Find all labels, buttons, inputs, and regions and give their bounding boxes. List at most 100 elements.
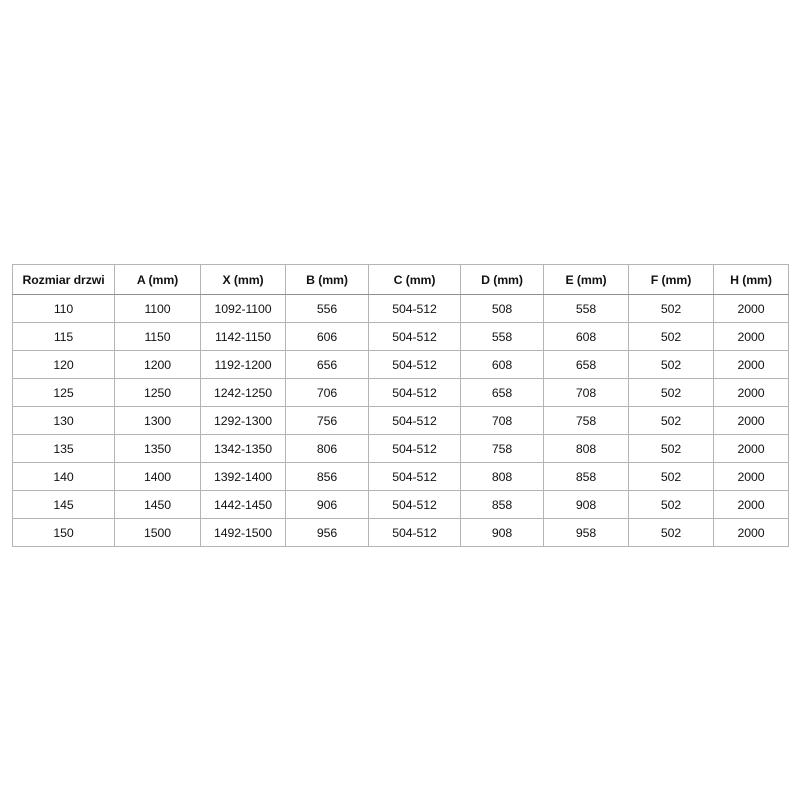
cell-b: 706 — [285, 378, 369, 407]
column-header-a: A (mm) — [114, 264, 201, 295]
cell-d: 558 — [460, 322, 544, 351]
cell-d: 758 — [460, 434, 544, 463]
cell-d: 508 — [460, 294, 544, 323]
cell-f: 502 — [628, 406, 714, 435]
cell-a: 1100 — [114, 294, 201, 323]
cell-b: 856 — [285, 462, 369, 491]
cell-h: 2000 — [713, 490, 789, 519]
cell-f: 502 — [628, 350, 714, 379]
cell-e: 958 — [543, 518, 629, 547]
cell-size: 110 — [12, 294, 115, 323]
cell-size: 140 — [12, 462, 115, 491]
table-header: Rozmiar drzwi A (mm) X (mm) B (mm) C (mm… — [12, 264, 789, 295]
cell-b: 656 — [285, 350, 369, 379]
cell-c: 504-512 — [368, 350, 461, 379]
cell-c: 504-512 — [368, 490, 461, 519]
cell-e: 658 — [543, 350, 629, 379]
cell-a: 1350 — [114, 434, 201, 463]
cell-f: 502 — [628, 518, 714, 547]
cell-d: 908 — [460, 518, 544, 547]
cell-x: 1192-1200 — [200, 350, 286, 379]
column-header-size: Rozmiar drzwi — [12, 264, 115, 295]
cell-b: 556 — [285, 294, 369, 323]
cell-a: 1250 — [114, 378, 201, 407]
cell-e: 608 — [543, 322, 629, 351]
cell-x: 1242-1250 — [200, 378, 286, 407]
table-row: 120 1200 1192-1200 656 504-512 608 658 5… — [12, 350, 789, 379]
table-row: 110 1100 1092-1100 556 504-512 508 558 5… — [12, 294, 789, 323]
table-body: 110 1100 1092-1100 556 504-512 508 558 5… — [12, 294, 789, 547]
cell-d: 608 — [460, 350, 544, 379]
cell-b: 806 — [285, 434, 369, 463]
cell-f: 502 — [628, 490, 714, 519]
cell-h: 2000 — [713, 294, 789, 323]
cell-e: 708 — [543, 378, 629, 407]
column-header-d: D (mm) — [460, 264, 544, 295]
cell-h: 2000 — [713, 518, 789, 547]
cell-h: 2000 — [713, 434, 789, 463]
cell-a: 1450 — [114, 490, 201, 519]
cell-x: 1492-1500 — [200, 518, 286, 547]
cell-a: 1150 — [114, 322, 201, 351]
cell-d: 658 — [460, 378, 544, 407]
cell-f: 502 — [628, 462, 714, 491]
cell-h: 2000 — [713, 406, 789, 435]
cell-size: 145 — [12, 490, 115, 519]
cell-e: 558 — [543, 294, 629, 323]
table-row: 115 1150 1142-1150 606 504-512 558 608 5… — [12, 322, 789, 351]
cell-c: 504-512 — [368, 462, 461, 491]
cell-c: 504-512 — [368, 434, 461, 463]
table-header-row: Rozmiar drzwi A (mm) X (mm) B (mm) C (mm… — [12, 264, 789, 295]
cell-a: 1300 — [114, 406, 201, 435]
cell-b: 956 — [285, 518, 369, 547]
cell-size: 115 — [12, 322, 115, 351]
cell-e: 908 — [543, 490, 629, 519]
cell-a: 1400 — [114, 462, 201, 491]
cell-b: 906 — [285, 490, 369, 519]
cell-x: 1442-1450 — [200, 490, 286, 519]
cell-size: 120 — [12, 350, 115, 379]
table-row: 130 1300 1292-1300 756 504-512 708 758 5… — [12, 406, 789, 435]
cell-b: 606 — [285, 322, 369, 351]
column-header-f: F (mm) — [628, 264, 714, 295]
cell-f: 502 — [628, 294, 714, 323]
cell-x: 1342-1350 — [200, 434, 286, 463]
cell-e: 808 — [543, 434, 629, 463]
cell-x: 1292-1300 — [200, 406, 286, 435]
table-row: 140 1400 1392-1400 856 504-512 808 858 5… — [12, 462, 789, 491]
cell-h: 2000 — [713, 462, 789, 491]
cell-f: 502 — [628, 378, 714, 407]
column-header-e: E (mm) — [543, 264, 629, 295]
cell-d: 708 — [460, 406, 544, 435]
cell-a: 1200 — [114, 350, 201, 379]
cell-d: 858 — [460, 490, 544, 519]
table-row: 150 1500 1492-1500 956 504-512 908 958 5… — [12, 518, 789, 547]
column-header-b: B (mm) — [285, 264, 369, 295]
cell-f: 502 — [628, 434, 714, 463]
door-size-specification-table-container: Rozmiar drzwi A (mm) X (mm) B (mm) C (mm… — [12, 264, 789, 547]
column-header-x: X (mm) — [200, 264, 286, 295]
cell-c: 504-512 — [368, 294, 461, 323]
cell-b: 756 — [285, 406, 369, 435]
cell-c: 504-512 — [368, 406, 461, 435]
table-row: 145 1450 1442-1450 906 504-512 858 908 5… — [12, 490, 789, 519]
cell-x: 1092-1100 — [200, 294, 286, 323]
cell-size: 135 — [12, 434, 115, 463]
table-row: 135 1350 1342-1350 806 504-512 758 808 5… — [12, 434, 789, 463]
table-row: 125 1250 1242-1250 706 504-512 658 708 5… — [12, 378, 789, 407]
column-header-h: H (mm) — [713, 264, 789, 295]
cell-x: 1392-1400 — [200, 462, 286, 491]
cell-size: 150 — [12, 518, 115, 547]
door-size-specification-table: Rozmiar drzwi A (mm) X (mm) B (mm) C (mm… — [12, 264, 789, 547]
cell-e: 758 — [543, 406, 629, 435]
cell-x: 1142-1150 — [200, 322, 286, 351]
cell-c: 504-512 — [368, 518, 461, 547]
cell-f: 502 — [628, 322, 714, 351]
cell-e: 858 — [543, 462, 629, 491]
column-header-c: C (mm) — [368, 264, 461, 295]
cell-c: 504-512 — [368, 322, 461, 351]
cell-size: 125 — [12, 378, 115, 407]
cell-h: 2000 — [713, 350, 789, 379]
cell-h: 2000 — [713, 378, 789, 407]
